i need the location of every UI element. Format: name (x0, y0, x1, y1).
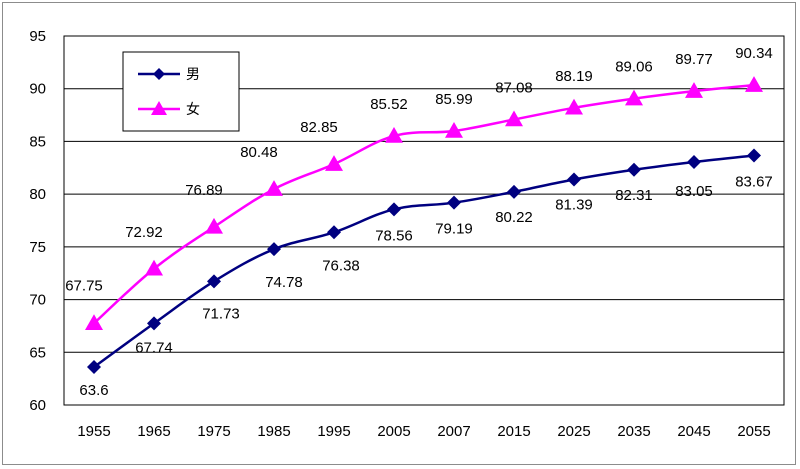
data-label: 74.78 (265, 274, 303, 291)
data-label: 87.08 (495, 79, 533, 96)
x-tick-label: 1975 (197, 423, 230, 440)
data-label: 80.48 (240, 144, 278, 161)
y-tick-label: 70 (29, 292, 46, 309)
legend-marker-triangle (151, 101, 167, 115)
legend-label: 男 (186, 67, 200, 83)
data-label: 85.52 (370, 96, 408, 113)
data-label: 67.75 (65, 277, 103, 294)
data-point-marker (265, 180, 283, 196)
data-label: 88.19 (555, 68, 593, 85)
y-tick-label: 75 (29, 239, 46, 256)
data-point-marker (87, 360, 101, 375)
data-point-marker (565, 98, 583, 115)
data-point-marker (85, 314, 103, 331)
data-point-marker (747, 148, 761, 163)
data-point-marker (145, 259, 163, 276)
x-tick-label: 2045 (677, 423, 710, 440)
series-male: 63.6 67.74 71.73 74.78 76.38 78.56 79.19 80.22 8… (79, 148, 773, 399)
y-tick-label: 65 (29, 344, 46, 361)
data-label: 72.92 (125, 224, 163, 241)
data-point-marker (447, 195, 461, 210)
data-label: 67.74 (135, 339, 173, 356)
data-point-marker (505, 110, 523, 127)
data-label: 85.99 (435, 91, 473, 108)
data-point-marker (685, 82, 703, 98)
y-tick-label: 90 (29, 81, 46, 98)
data-point-marker (147, 316, 161, 331)
data-label: 78.56 (375, 227, 413, 244)
data-point-marker (327, 225, 341, 240)
legend-item-male: 男 (138, 67, 200, 83)
x-tick-label: 1995 (317, 423, 350, 440)
x-tick-label: 1955 (77, 423, 110, 440)
x-tick-label: 2055 (737, 423, 770, 440)
data-point-marker (385, 126, 403, 143)
data-point-marker (567, 172, 581, 187)
data-label: 82.85 (300, 119, 338, 136)
data-point-marker (205, 217, 223, 234)
y-axis-ticks: 60 65 70 75 80 85 90 95 (29, 28, 46, 414)
x-tick-label: 2007 (437, 423, 470, 440)
data-label: 80.22 (495, 209, 533, 226)
x-axis-ticks: 1955 1965 1975 1985 1995 2005 2007 2015 2025 2035… (77, 423, 770, 440)
series-female: 67.75 72.92 76.89 80.48 82.85 85.52 85.99 87.08… (65, 45, 773, 331)
x-tick-label: 2015 (497, 423, 530, 440)
legend-item-female: 女 (138, 101, 200, 118)
data-label: 83.67 (735, 173, 773, 190)
legend-label: 女 (186, 101, 200, 118)
data-label: 90.34 (735, 45, 773, 62)
x-tick-label: 1985 (257, 423, 290, 440)
y-tick-label: 85 (29, 133, 46, 150)
data-point-marker (267, 242, 281, 257)
data-point-marker (507, 184, 521, 199)
data-point-marker (745, 76, 763, 92)
data-label: 89.06 (615, 59, 653, 76)
data-label: 71.73 (202, 305, 240, 322)
data-point-marker (445, 121, 463, 138)
x-tick-label: 2005 (377, 423, 410, 440)
x-tick-label: 2025 (557, 423, 590, 440)
data-point-marker (687, 154, 701, 169)
legend-box (122, 51, 240, 132)
data-label: 63.6 (79, 382, 108, 399)
data-label: 79.19 (435, 221, 473, 238)
x-tick-label: 1965 (137, 423, 170, 440)
x-tick-label: 2035 (617, 423, 650, 440)
legend-marker-diamond (153, 68, 165, 80)
y-tick-label: 80 (29, 186, 46, 203)
data-label: 76.38 (322, 257, 360, 274)
data-label: 81.39 (555, 196, 593, 213)
data-point-marker (625, 89, 643, 106)
y-tick-label: 95 (29, 28, 46, 45)
data-point-marker (325, 155, 343, 171)
data-label: 89.77 (675, 51, 713, 68)
data-label: 83.05 (675, 183, 713, 200)
data-label: 76.89 (185, 182, 223, 199)
data-point-marker (207, 274, 221, 289)
y-tick-label: 60 (29, 397, 46, 414)
data-label: 82.31 (615, 187, 653, 204)
legend: 男女 (122, 51, 240, 132)
data-point-marker (627, 162, 641, 177)
series-group: 63.6 67.74 71.73 74.78 76.38 78.56 79.19 80.22 8… (65, 45, 773, 399)
data-point-marker (387, 202, 401, 217)
